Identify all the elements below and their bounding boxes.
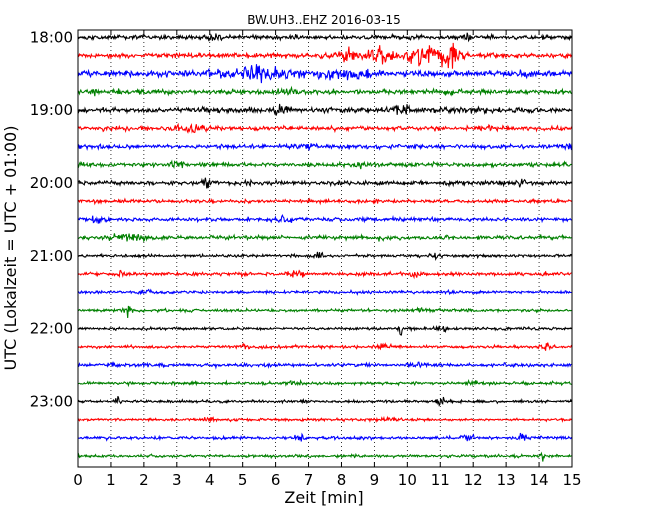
grid-lines [110,30,540,467]
x-tick-label-0: 0 [73,471,83,489]
x-tick-label-7: 7 [304,471,314,489]
y-tick-label-2200: 22:00 [30,320,73,338]
x-tick-label-2: 2 [139,471,149,489]
trace-1930 [77,142,573,152]
trace-2345 [77,451,572,462]
trace-1900 [77,103,572,116]
trace-2115 [77,269,572,280]
x-tick-label-14: 14 [530,471,549,489]
trace-2015 [77,197,572,206]
trace-2300 [77,395,572,407]
trace-2230 [77,361,572,370]
trace-2215 [77,342,573,351]
trace-2100 [77,251,572,262]
trace-2200 [77,324,572,336]
x-tick-label-15: 15 [562,471,581,489]
trace-2330 [78,432,572,442]
y-tick-label-2000: 20:00 [30,174,73,192]
x-tick-label-5: 5 [238,471,248,489]
seismic-traces [77,32,573,462]
trace-1815 [77,42,573,69]
y-tick-label-1800: 18:00 [30,28,73,46]
x-tick-label-8: 8 [337,471,347,489]
y-tick-label-1900: 19:00 [30,101,73,119]
chart-title: BW.UH3..EHZ 2016-03-15 [247,13,401,27]
trace-2315 [77,415,572,424]
axis-ticks: 0 1 2 3 4 5 6 7 8 9 10 11 12 13 14 1518:0019:0020:0021:… [30,28,582,489]
x-tick-label-9: 9 [370,471,380,489]
trace-1945 [77,159,572,170]
trace-2045 [77,233,572,243]
x-axis-label: Zeit [min] [284,488,363,507]
trace-2145 [77,305,572,319]
trace-2030 [77,214,572,224]
trace-1800 [77,32,573,43]
trace-2245 [77,378,572,388]
trace-2130 [77,288,572,296]
x-tick-label-1: 1 [106,471,116,489]
x-tick-label-11: 11 [431,471,450,489]
trace-1830 [77,64,573,84]
trace-2000 [77,177,572,189]
x-tick-label-4: 4 [205,471,215,489]
trace-1845 [77,85,572,97]
y-tick-label-2100: 21:00 [30,247,73,265]
x-tick-label-6: 6 [271,471,281,489]
plot-frame [77,29,573,468]
trace-1915 [77,122,573,134]
x-tick-label-12: 12 [464,471,483,489]
x-tick-label-10: 10 [398,471,417,489]
x-tick-label-3: 3 [172,471,182,489]
y-axis-label: UTC (Lokalzeit = UTC + 01:00) [1,126,20,371]
y-tick-label-2300: 23:00 [30,392,73,410]
x-tick-label-13: 13 [497,471,516,489]
